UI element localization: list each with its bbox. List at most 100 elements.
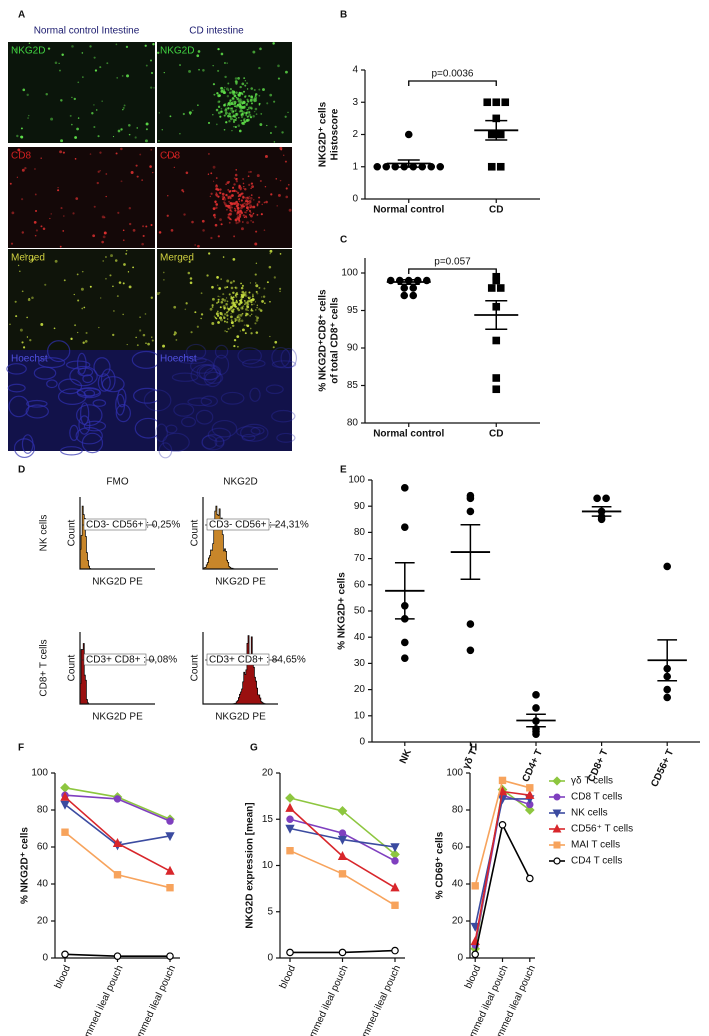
- cell-dot: [239, 188, 242, 191]
- cell-dot: [265, 200, 268, 204]
- point: [496, 284, 505, 292]
- cell-dot: [250, 301, 253, 304]
- cell-dot: [288, 183, 290, 186]
- cell-dot: [98, 326, 100, 329]
- cell-dot: [228, 102, 230, 104]
- cell-dot: [215, 108, 219, 112]
- cell-dot: [242, 90, 246, 93]
- cell-dot: [234, 109, 237, 113]
- cell-dot: [93, 104, 95, 106]
- cell-dot: [112, 135, 115, 138]
- cell-dot: [226, 306, 229, 308]
- texture: [190, 358, 215, 374]
- cell-dot: [230, 295, 232, 298]
- cell-dot: [227, 114, 230, 118]
- histogram: [203, 635, 278, 705]
- cell-dot: [230, 301, 234, 305]
- cell-dot: [223, 128, 226, 131]
- cell-dot: [150, 86, 153, 89]
- point: [498, 820, 507, 829]
- cell-dot: [238, 302, 241, 306]
- point: [532, 704, 540, 712]
- cell-dot: [217, 195, 220, 198]
- cell-dot: [215, 203, 217, 206]
- texture: [38, 357, 66, 369]
- cell-dot: [179, 133, 181, 135]
- stain-label: Merged: [160, 253, 194, 264]
- cell-dot: [254, 93, 258, 96]
- cell-dot: [246, 203, 248, 205]
- cell-dot: [247, 300, 250, 303]
- point: [483, 98, 492, 107]
- cell-dot: [74, 324, 77, 327]
- cell-dot: [238, 103, 242, 106]
- cell-dot: [122, 239, 125, 242]
- cell-dot: [227, 103, 230, 105]
- cell-dot: [232, 110, 235, 113]
- cell-dot: [237, 222, 240, 224]
- cell-dot: [150, 296, 153, 299]
- cell-dot: [285, 187, 288, 190]
- cell-dot: [69, 114, 72, 117]
- texture: [46, 379, 58, 389]
- cell-dot: [54, 61, 58, 65]
- point: [166, 817, 174, 825]
- cell-dot: [59, 150, 63, 154]
- cell-dot: [26, 336, 29, 338]
- cell-dot: [269, 252, 271, 255]
- cell-dot: [219, 296, 221, 298]
- cell-dot: [258, 308, 261, 311]
- cell-dot: [194, 311, 197, 314]
- micrograph: [157, 249, 292, 350]
- cell-dot: [134, 136, 137, 139]
- cell-dot: [251, 303, 253, 306]
- cell-dot: [149, 165, 152, 168]
- cell-dot: [220, 52, 224, 56]
- texture: [237, 347, 262, 365]
- stain-label: Hoechst: [160, 354, 197, 365]
- cell-dot: [246, 88, 249, 90]
- cell-dot: [242, 196, 245, 199]
- texture: [143, 389, 172, 412]
- x-tick-label: CD56+ T: [649, 748, 676, 789]
- cell-dot: [228, 180, 231, 183]
- cell-dot: [226, 321, 229, 324]
- cell-dot: [9, 323, 11, 326]
- point: [286, 815, 294, 823]
- cell-dot: [218, 287, 222, 290]
- cell-dot: [189, 277, 193, 280]
- cell-dot: [241, 113, 245, 117]
- cell-dot: [231, 324, 235, 328]
- cell-dot: [255, 262, 258, 264]
- x-tick-label: blood: [53, 964, 73, 991]
- point: [390, 882, 400, 892]
- cell-dot: [211, 306, 214, 308]
- panel-letter: E: [340, 465, 347, 476]
- cell-dot: [226, 104, 229, 107]
- texture: [101, 376, 125, 393]
- cell-dot: [10, 242, 14, 245]
- x-tick-label: NK: [398, 747, 414, 765]
- point: [391, 162, 400, 171]
- cell-dot: [248, 183, 251, 187]
- y-tick-label: 80: [354, 527, 366, 538]
- cell-dot: [212, 213, 216, 217]
- cell-dot: [225, 87, 229, 91]
- cell-dot: [122, 313, 124, 316]
- point: [597, 515, 606, 524]
- cell-dot: [234, 118, 237, 122]
- cell-dot: [226, 331, 228, 333]
- x-tick-label: blood: [278, 964, 298, 991]
- point: [112, 838, 123, 847]
- cell-dot: [231, 92, 233, 94]
- cell-dot: [246, 103, 248, 105]
- cell-dot: [231, 129, 233, 132]
- cell-dot: [156, 51, 160, 55]
- texture: [158, 442, 173, 459]
- point: [497, 786, 508, 796]
- cell-dot: [249, 282, 252, 284]
- cell-dot: [60, 99, 63, 102]
- cell-dot: [9, 182, 12, 185]
- cell-dot: [241, 301, 243, 304]
- column-title: Normal control Intestine: [34, 26, 140, 37]
